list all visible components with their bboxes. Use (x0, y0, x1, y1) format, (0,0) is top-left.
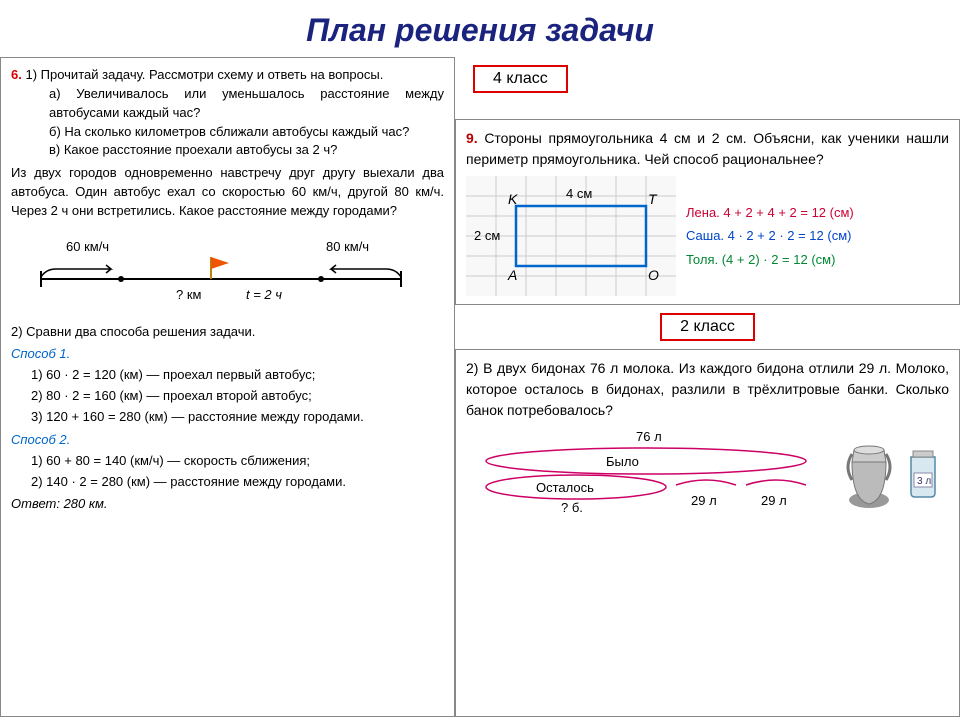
problem-9: 9. Стороны прямоугольника 4 см и 2 см. О… (455, 119, 960, 305)
p6-method2-title: Способ 2. (11, 431, 444, 450)
p6-q2: 2) Сравни два способа решения задачи. (11, 323, 444, 342)
svg-text:76 л: 76 л (636, 429, 662, 444)
page-title: План решения задачи (0, 0, 960, 57)
jar-icon: 3 л (903, 445, 943, 500)
p6-answer: Ответ: 280 км. (11, 495, 444, 514)
svg-text:K: K (508, 191, 518, 207)
svg-text:T: T (648, 191, 658, 207)
svg-text:4 см: 4 см (566, 186, 592, 201)
problem-6: 6. 1) Прочитай задачу. Рассмотри схему и… (0, 57, 455, 717)
p6-m1-2: 2) 80 · 2 = 160 (км) — проехал второй ав… (31, 387, 444, 406)
p6-story: Из двух городов одновременно навстречу д… (11, 164, 444, 221)
p9-lena: Лена. 4 + 2 + 4 + 2 = 12 (см) (686, 203, 854, 223)
milk-can-icon (842, 432, 897, 512)
svg-text:Осталось: Осталось (536, 480, 594, 495)
p9-sasha: Саша. 4 · 2 + 2 · 2 = 12 (см) (686, 226, 854, 246)
svg-text:Было: Было (606, 454, 639, 469)
p6-q1: 1) Прочитай задачу. Рассмотри схему и от… (25, 67, 383, 82)
right-column: 4 класс 9. Стороны прямоугольника 4 см и… (455, 57, 960, 717)
problem-6-number: 6. (11, 67, 22, 82)
p6-qa: а) Увеличивалось или уменьшалось расстоя… (49, 85, 444, 123)
tag-grade4: 4 класс (473, 65, 568, 93)
svg-text:t = 2 ч: t = 2 ч (246, 287, 282, 302)
p6-m1-1: 1) 60 · 2 = 120 (км) — проехал первый ав… (31, 366, 444, 385)
svg-text:2 см: 2 см (474, 228, 500, 243)
tag-grade2: 2 класс (660, 313, 755, 341)
p9-tolya: Толя. (4 + 2) · 2 = 12 (см) (686, 250, 854, 270)
svg-text:A: A (507, 267, 517, 283)
p6-m2-1: 1) 60 + 80 = 140 (км/ч) — скорость сближ… (31, 452, 444, 471)
p9-rectangle-diagram: K T A O 4 см 2 см (466, 176, 676, 296)
svg-text:O: O (648, 267, 659, 283)
problem-9-number: 9. (466, 130, 478, 146)
p9-text: Стороны прямоугольника 4 см и 2 см. Объя… (466, 130, 949, 167)
p9-students: Лена. 4 + 2 + 4 + 2 = 12 (см) Саша. 4 · … (686, 199, 854, 274)
p6-method1-title: Способ 1. (11, 345, 444, 364)
p6-qc: в) Какое расстояние проехали автобусы за… (49, 141, 444, 160)
svg-text:? км: ? км (176, 287, 202, 302)
svg-text:80 км/ч: 80 км/ч (326, 239, 369, 254)
p2b-text: 2) В двух бидонах 76 л молока. Из каждог… (466, 358, 949, 421)
svg-text:29 л: 29 л (691, 493, 717, 508)
p6-qb: б) На сколько километров сближали автобу… (49, 123, 444, 142)
p6-diagram: 60 км/ч 80 км/ч ? км t = 2 ч (11, 229, 431, 309)
content-area: 6. 1) Прочитай задачу. Рассмотри схему и… (0, 57, 960, 717)
p2b-diagram: 76 л Было Осталось ? б. 29 л 29 л (466, 427, 836, 517)
svg-text:60 км/ч: 60 км/ч (66, 239, 109, 254)
problem-2b: 2) В двух бидонах 76 л молока. Из каждог… (455, 349, 960, 717)
svg-text:3 л: 3 л (917, 476, 931, 487)
p6-m1-3: 3) 120 + 160 = 280 (км) — расстояние меж… (31, 408, 444, 427)
p6-m2-2: 2) 140 · 2 = 280 (км) — расстояние между… (31, 473, 444, 492)
svg-text:29 л: 29 л (761, 493, 787, 508)
svg-text:? б.: ? б. (561, 500, 583, 515)
